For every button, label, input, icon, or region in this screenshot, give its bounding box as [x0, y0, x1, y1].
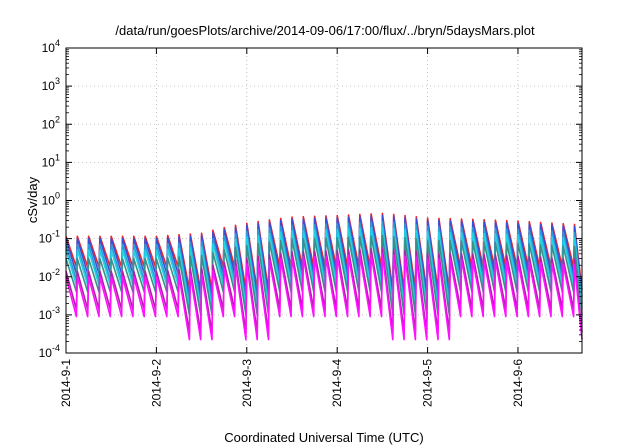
y-tick-label: 100 [42, 191, 60, 208]
y-tick-label: 10-1 [39, 229, 60, 246]
chart-title: /data/run/goesPlots/archive/2014-09-06/1… [115, 23, 535, 38]
x-tick-label: 2014-9-5 [421, 359, 435, 407]
y-axis-ticks: 10-4 10-3 10-2 10-1 100 101 102 103 104 [39, 38, 582, 360]
x-tick-label: 2014-9-4 [330, 359, 344, 407]
y-axis-label: cSv/day [25, 176, 40, 223]
grid [66, 48, 582, 353]
y-tick-label: 101 [42, 152, 60, 169]
y-tick-label: 103 [42, 76, 60, 93]
y-tick-label: 102 [42, 114, 60, 131]
series-line [65, 253, 583, 341]
x-axis-ticks: 2014-9-1 2014-9-2 2014-9-3 2014-9-4 2014-9-5… [59, 48, 525, 407]
y-tick-label: 104 [42, 38, 60, 55]
y-tick-label: 10-4 [39, 343, 60, 360]
x-tick-label: 2014-9-2 [149, 359, 163, 407]
y-tick-label: 10-2 [39, 267, 60, 284]
x-axis-label: Coordinated Universal Time (UTC) [224, 430, 423, 445]
x-tick-label: 2014-9-3 [240, 359, 254, 407]
series-lines [65, 212, 583, 341]
x-tick-label: 2014-9-1 [59, 359, 73, 407]
x-tick-label: 2014-9-6 [511, 359, 525, 407]
y-tick-label: 10-3 [39, 305, 60, 322]
